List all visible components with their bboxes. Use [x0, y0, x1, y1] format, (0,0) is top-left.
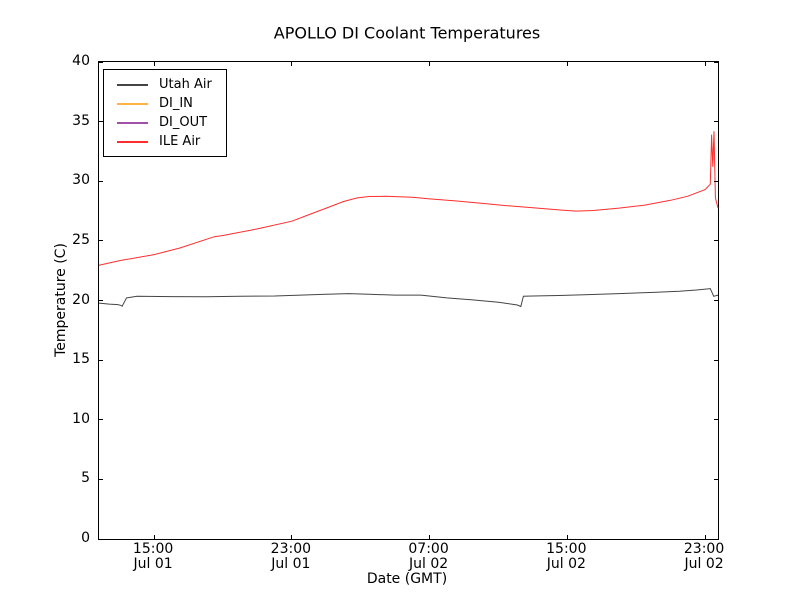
axis-tick [714, 240, 718, 242]
y-tick-label: 25 [72, 231, 90, 248]
x-tick-time-label: 23:00 [270, 541, 312, 557]
y-tick-label: 15 [72, 351, 90, 368]
legend-row: Utah Air [117, 75, 212, 94]
y-tick-label: 35 [72, 112, 90, 129]
y-tick-label: 30 [72, 172, 90, 189]
legend-line-swatch [117, 102, 148, 105]
legend-line-swatch [117, 121, 148, 124]
axis-tick [291, 535, 293, 539]
axis-tick [99, 61, 103, 63]
x-tick-time-label: 07:00 [408, 541, 449, 557]
legend-label: Utah Air [159, 77, 212, 92]
legend-label: ILE Air [159, 134, 201, 149]
y-tick-label: 0 [81, 530, 90, 546]
x-tick-date-label: Jul 01 [271, 556, 311, 572]
axis-tick [704, 535, 706, 539]
x-tick-date-label: Jul 02 [409, 556, 449, 572]
series-line-ile-air [98, 131, 719, 266]
chart-title: APOLLO DI Coolant Temperatures [273, 23, 541, 43]
series-line-utah-air [98, 288, 719, 308]
x-tick-time-label: 23:00 [683, 541, 725, 557]
x-tick-time-label: 15:00 [546, 541, 587, 557]
y-tick-label: 40 [72, 53, 90, 69]
legend-row: DI_IN [117, 94, 212, 113]
axis-tick [153, 62, 155, 66]
legend-row: DI_OUT [117, 113, 212, 132]
axis-tick [153, 535, 155, 539]
legend-row: ILE Air [117, 132, 212, 151]
axis-tick [429, 62, 431, 66]
axis-tick [99, 538, 103, 540]
axis-tick [99, 300, 103, 301]
axis-tick [99, 478, 103, 480]
axis-tick [566, 62, 568, 66]
axis-tick [714, 61, 718, 63]
axis-tick [291, 62, 293, 66]
plot-area: Utah Air DI_IN DI_OUT ILE Air [98, 61, 719, 540]
y-tick-label: 5 [81, 470, 90, 487]
y-tick-label: 10 [72, 410, 90, 427]
axis-tick [714, 121, 718, 123]
axis-tick [99, 419, 103, 421]
axis-tick [429, 535, 431, 539]
legend-line-swatch [117, 83, 148, 86]
axis-tick [99, 121, 103, 123]
axis-tick [99, 359, 103, 361]
axis-tick [704, 62, 706, 66]
axis-tick [714, 180, 718, 182]
x-tick-time-label: 15:00 [132, 541, 174, 557]
axis-tick [99, 240, 103, 242]
legend-label: DI_IN [159, 96, 193, 111]
x-tick-date-label: Jul 01 [133, 556, 173, 572]
legend: Utah Air DI_IN DI_OUT ILE Air [103, 69, 227, 157]
axis-tick [714, 300, 718, 301]
axis-tick [714, 359, 718, 361]
y-tick-label: 20 [72, 291, 90, 308]
axis-tick [714, 538, 718, 540]
x-tick-date-label: Jul 02 [546, 556, 586, 572]
x-axis-label: Date (GMT) [366, 571, 448, 587]
axis-tick [566, 535, 568, 539]
series-lines [98, 131, 719, 308]
x-tick-date-label: Jul 02 [684, 556, 724, 572]
axis-tick [714, 419, 718, 421]
legend-line-swatch [117, 140, 148, 143]
axis-tick [714, 478, 718, 480]
legend-label: DI_OUT [159, 115, 208, 130]
axis-tick [99, 180, 103, 182]
